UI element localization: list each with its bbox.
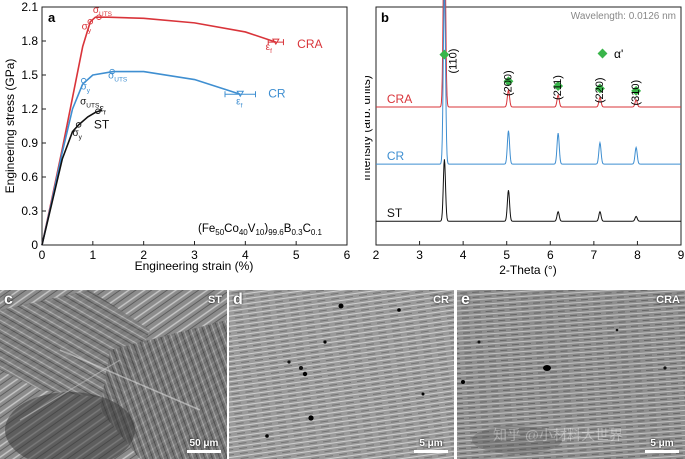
micrograph-cra: e CRA 知乎 @小材料大世界 5 μm bbox=[457, 290, 685, 459]
xrd-pattern-st bbox=[376, 159, 681, 222]
plot-frame bbox=[375, 6, 682, 246]
epsilon-f-label: εf bbox=[266, 42, 272, 55]
series-label-cra: CRA bbox=[387, 92, 412, 106]
stress-strain-chart: a 0 1 2 3 4 5 600.30.60.91.21.51.82.1 σUTSσyεf… bbox=[3, 0, 351, 273]
x-tick-label: 8 bbox=[634, 248, 641, 262]
series-label-st: ST bbox=[94, 117, 110, 131]
y-tick-label: 2.1 bbox=[21, 0, 38, 14]
sigma-uts-label: σUTS bbox=[80, 96, 100, 109]
micrograph-image bbox=[229, 290, 454, 459]
x-tick-label: 7 bbox=[591, 248, 598, 262]
legend-diamond bbox=[597, 48, 608, 59]
y-tick-label: 1.8 bbox=[21, 34, 38, 48]
series-label-cr: CR bbox=[387, 149, 405, 163]
sigma-y-label: σy bbox=[73, 128, 83, 141]
sigma-uts-label: σUTS bbox=[108, 70, 128, 83]
alloy-formula: (Fe50Co40V10)99.6B0.3C0.1 bbox=[198, 223, 323, 237]
peak-hkl-label: (211) bbox=[552, 75, 564, 100]
y-tick-label: 0.9 bbox=[21, 136, 38, 150]
wavelength-label: Wavelength: 0.0126 nm bbox=[571, 11, 676, 22]
micrograph-cr: d CR 5 μm bbox=[229, 290, 454, 459]
peak-hkl-label: (310) bbox=[630, 80, 642, 106]
peak-hkl-label: (200) bbox=[502, 70, 514, 96]
series-label-cr: CR bbox=[268, 87, 286, 101]
yield-marker bbox=[75, 122, 82, 128]
xrd-pattern-cra bbox=[376, 0, 681, 108]
sigma-y-label: σy bbox=[82, 22, 92, 35]
y-tick-label: 0 bbox=[31, 238, 38, 252]
x-tick-label: 1 bbox=[89, 248, 96, 262]
x-axis-label: 2-Theta (°) bbox=[499, 263, 556, 277]
legend-alpha-label: α' bbox=[614, 47, 623, 61]
x-tick-label: 5 bbox=[293, 248, 300, 262]
scale-bar: 50 μm bbox=[187, 438, 221, 453]
x-tick-label: 6 bbox=[547, 248, 554, 262]
y-tick-label: 0.6 bbox=[21, 170, 38, 184]
scale-bar: 5 μm bbox=[645, 438, 679, 453]
y-tick-label: 1.5 bbox=[21, 68, 38, 82]
xrd-pattern-cr bbox=[376, 0, 681, 165]
y-tick-label: 1.2 bbox=[21, 102, 38, 116]
peak-hkl-label: (220) bbox=[594, 77, 606, 103]
micrograph-st: c ST 50 μm bbox=[0, 290, 227, 459]
x-tick-label: 6 bbox=[344, 248, 351, 262]
x-tick-label: 2 bbox=[140, 248, 147, 262]
y-axis-label: Intensity (arb. units) bbox=[365, 75, 373, 180]
fracture-marker bbox=[271, 38, 280, 46]
peak-hkl-label: (110) bbox=[447, 49, 459, 74]
alpha-phase-marker bbox=[553, 81, 564, 92]
watermark: 知乎 @小材料大世界 bbox=[493, 427, 624, 443]
x-tick-label: 4 bbox=[460, 248, 467, 262]
epsilon-f-label: εf bbox=[99, 103, 105, 116]
series-label-st: ST bbox=[387, 206, 403, 220]
x-tick-label: 3 bbox=[416, 248, 423, 262]
micrograph-image bbox=[0, 290, 227, 459]
yield-marker bbox=[80, 77, 87, 84]
series-label-cra: CRA bbox=[297, 37, 322, 51]
x-tick-label: 5 bbox=[503, 248, 510, 262]
panel-letter-c: c bbox=[4, 291, 13, 308]
x-axis-label: Engineering strain (%) bbox=[135, 259, 254, 273]
x-tick-label: 9 bbox=[678, 248, 685, 262]
sigma-y-label: σy bbox=[81, 82, 91, 95]
xrd-chart: b Wavelength: 0.0126 nm α' 2 3 4 5 6 7 8 9 CRA C… bbox=[365, 0, 685, 277]
scale-bar: 5 μm bbox=[414, 438, 448, 453]
sample-label: CRA bbox=[656, 294, 680, 306]
sigma-uts-label: σUTS bbox=[93, 5, 113, 18]
sample-label: CR bbox=[433, 294, 449, 306]
x-tick-label: 3 bbox=[191, 248, 198, 262]
fracture-marker bbox=[236, 90, 245, 98]
x-tick-label: 2 bbox=[373, 248, 380, 262]
series-line-cr bbox=[41, 70, 241, 246]
x-tick-label: 4 bbox=[242, 248, 249, 262]
alpha-phase-marker bbox=[631, 85, 642, 96]
epsilon-f-label: εf bbox=[236, 96, 242, 109]
uts-marker bbox=[95, 108, 101, 115]
y-axis-label: Engineering stress (GPa) bbox=[3, 59, 17, 194]
panel-letter-e: e bbox=[461, 291, 470, 308]
micrograph-image bbox=[457, 290, 685, 459]
uts-marker bbox=[109, 68, 115, 75]
panel-letter-a: a bbox=[48, 10, 56, 25]
panel-letter-d: d bbox=[233, 291, 243, 308]
x-tick-label: 0 bbox=[39, 248, 46, 262]
sample-label: ST bbox=[207, 294, 222, 306]
alpha-phase-marker bbox=[595, 83, 605, 94]
panel-letter-b: b bbox=[381, 10, 389, 25]
yield-marker bbox=[87, 18, 94, 25]
y-tick-label: 0.3 bbox=[21, 204, 38, 218]
series-line-st bbox=[41, 109, 103, 246]
uts-marker bbox=[96, 14, 102, 20]
